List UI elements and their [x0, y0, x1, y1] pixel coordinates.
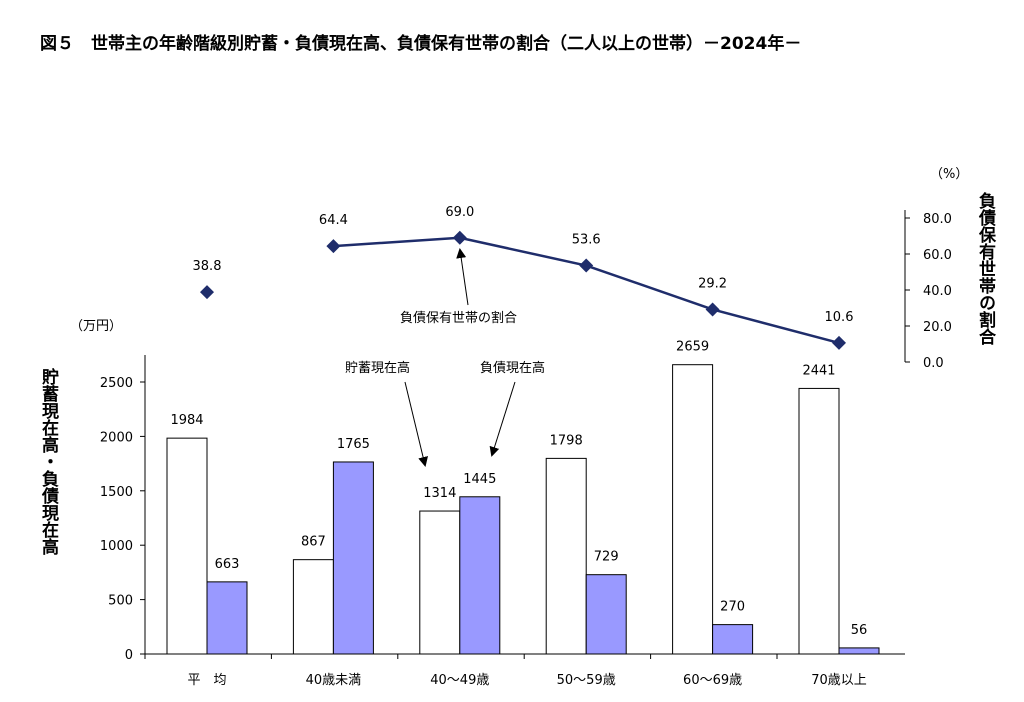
y2-axis-unit: （%） — [930, 167, 968, 182]
y2-tick-label: 80.0 — [923, 212, 952, 227]
y-axis-label: 貯蓄現在高・負債現在高 — [38, 367, 60, 556]
y-axis-unit: （万円） — [70, 319, 122, 334]
bar-debt-label: 270 — [720, 600, 745, 615]
bar-debt — [206, 581, 248, 655]
bar-savings-label: 1984 — [170, 413, 203, 428]
bar-savings — [419, 510, 461, 655]
annotation-debt-arrow — [489, 381, 516, 457]
bar-savings-label: 1314 — [423, 486, 456, 501]
ratio-point-marker — [832, 335, 846, 350]
ratio-point-label: 38.8 — [193, 259, 222, 274]
ratio-point-marker — [326, 239, 341, 254]
bar-savings — [545, 457, 587, 655]
bar-debt-label: 663 — [215, 557, 240, 572]
ratio-point-marker — [200, 285, 214, 300]
bar-debt — [459, 496, 501, 655]
bar-debt-label: 1445 — [463, 472, 496, 487]
bar-savings-label: 1798 — [550, 433, 583, 448]
y2-tick-label: 60.0 — [923, 248, 952, 263]
y-tick-label: 2000 — [100, 430, 133, 445]
y2-tick-label: 0.0 — [923, 356, 944, 371]
x-tick-label: 50～59歳 — [557, 673, 616, 688]
ratio-line — [333, 236, 840, 345]
bar-savings — [166, 437, 208, 655]
x-tick-label: 70歳以上 — [811, 673, 867, 688]
ratio-point-label: 53.6 — [572, 233, 601, 248]
annotation-debt: 負債現在高 — [480, 360, 545, 376]
y-tick-label: 1500 — [100, 485, 133, 500]
x-tick-label: 40～49歳 — [430, 673, 489, 688]
annotation-ratio-arrow — [456, 248, 469, 306]
ratio-point-label: 29.2 — [698, 276, 727, 291]
ratio-point-marker — [579, 258, 594, 273]
x-tick-label: 60～69歳 — [683, 673, 742, 688]
ratio-point-label: 64.4 — [319, 213, 348, 228]
bar-savings — [672, 364, 714, 655]
y-tick-label: 500 — [108, 594, 133, 609]
bar-debt — [838, 647, 880, 655]
y-tick-label: 0 — [125, 648, 133, 663]
y-tick-label: 1000 — [100, 539, 133, 554]
chart-title: 図５ 世帯主の年齢階級別貯蓄・負債現在高、負債保有世帯の割合（二人以上の世帯）－… — [40, 33, 801, 54]
bar-savings-label: 867 — [301, 535, 326, 550]
bar-debt — [585, 574, 627, 655]
bar-debt-label: 56 — [851, 623, 868, 638]
x-tick-label: 平 均 — [187, 673, 226, 688]
bar-savings — [292, 559, 334, 655]
bar-debt — [712, 624, 754, 655]
y2-tick-label: 20.0 — [923, 320, 952, 335]
ratio-point-marker — [452, 230, 467, 245]
ratio-point-marker — [705, 302, 720, 317]
bar-savings — [798, 387, 840, 655]
ratio-point-label: 10.6 — [825, 310, 854, 325]
bar-debt — [332, 461, 374, 655]
bar-debt-label: 1765 — [337, 437, 370, 452]
bar-debt-label: 729 — [594, 550, 619, 565]
annotation-ratio: 負債保有世帯の割合 — [400, 310, 517, 326]
y2-axis-label: 負債保有世帯の割合 — [975, 192, 997, 346]
annotation-savings: 貯蓄現在高 — [345, 360, 410, 376]
ratio-point-label: 69.0 — [445, 205, 474, 220]
y-tick-label: 2500 — [100, 376, 133, 391]
annotation-savings-arrow — [404, 381, 428, 467]
bar-savings-label: 2441 — [802, 363, 835, 378]
bar-savings-label: 2659 — [676, 340, 709, 355]
x-tick-label: 40歳未満 — [306, 673, 362, 688]
y2-tick-label: 40.0 — [923, 284, 952, 299]
